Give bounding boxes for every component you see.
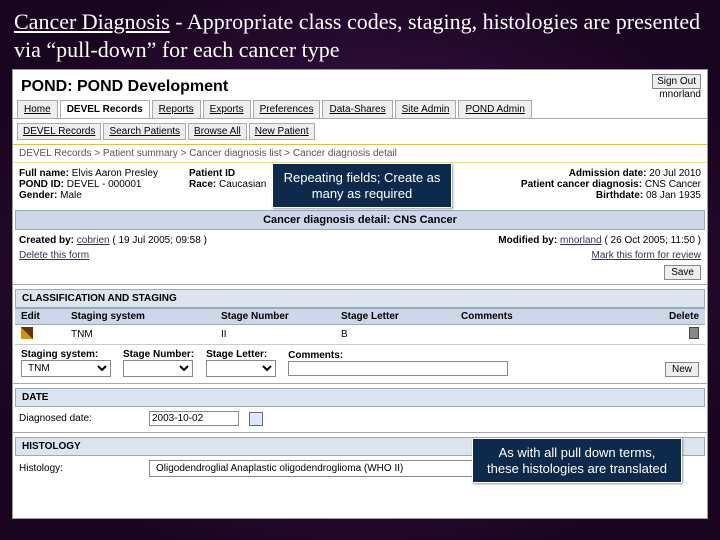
classification-panel-head: CLASSIFICATION AND STAGING [15, 289, 705, 308]
diagnosed-date-input[interactable] [149, 411, 239, 426]
signout-area: Sign Out mnorland [652, 74, 701, 100]
tab-exports[interactable]: Exports [203, 100, 251, 118]
created-user-link[interactable]: cobrien [77, 235, 110, 246]
fullname-value: Elvis Aaron Presley [72, 168, 158, 179]
form-actions: Delete this form Mark this form for revi… [13, 248, 707, 263]
created-label: Created by: [19, 235, 74, 246]
birthdate-value: 08 Jan 1935 [646, 190, 701, 201]
date-row: Diagnosed date: [13, 407, 707, 430]
callout-repeating-fields: Repeating fields; Create as many as requ… [272, 163, 452, 208]
subtab-new-patient[interactable]: New Patient [249, 123, 315, 140]
stage-letter-select[interactable] [206, 360, 276, 377]
delete-icon[interactable] [689, 327, 699, 339]
slide-title: Cancer Diagnosis - Appropriate class cod… [0, 0, 720, 69]
race-label: Race: [189, 179, 216, 190]
row-staging-system: TNM [71, 329, 221, 340]
gender-label: Gender: [19, 190, 57, 201]
mark-review-link[interactable]: Mark this form for review [592, 250, 701, 261]
col-delete: Delete [649, 311, 699, 322]
tab-home[interactable]: Home [17, 100, 58, 118]
subtab-devel-records[interactable]: DEVEL Records [17, 123, 101, 140]
subtab-search-patients[interactable]: Search Patients [103, 123, 186, 140]
pondid-value: DEVEL - 000001 [67, 179, 142, 190]
section-title: Cancer diagnosis detail: CNS Cancer [15, 210, 705, 230]
stage-letter-label: Stage Letter: [206, 349, 267, 360]
signout-button[interactable]: Sign Out [652, 74, 701, 89]
row-stage-letter: B [341, 329, 461, 340]
tab-data-shares[interactable]: Data-Shares [322, 100, 392, 118]
admission-value: 20 Jul 2010 [649, 168, 701, 179]
staging-system-label: Staging system: [21, 349, 98, 360]
main-tabs: Home DEVEL Records Reports Exports Prefe… [13, 100, 707, 119]
race-value: Caucasian [219, 179, 266, 190]
calendar-icon[interactable] [249, 412, 263, 426]
signout-user: mnorland [659, 89, 701, 100]
diagnosis-label: Patient cancer diagnosis: [521, 179, 642, 190]
gender-value: Male [60, 190, 82, 201]
diagnosed-date-label: Diagnosed date: [19, 413, 139, 424]
modified-when: ( 26 Oct 2005; 11:50 ) [604, 235, 701, 246]
staging-system-select[interactable]: TNM [21, 360, 111, 377]
pondid-label: POND ID: [19, 179, 64, 190]
classification-row: TNM II B [15, 325, 705, 345]
classification-grid-head: Edit Staging system Stage Number Stage L… [15, 308, 705, 325]
comments-label: Comments: [288, 350, 343, 361]
histology-select[interactable]: Oligodendroglial Anaplastic oligodendrog… [149, 460, 509, 477]
tab-preferences[interactable]: Preferences [253, 100, 321, 118]
tab-site-admin[interactable]: Site Admin [395, 100, 457, 118]
admission-label: Admission date: [569, 168, 647, 179]
delete-form-link[interactable]: Delete this form [19, 250, 89, 261]
sub-tabs: DEVEL Records Search Patients Browse All… [13, 119, 707, 145]
col-stage-letter: Stage Letter [341, 311, 461, 322]
classification-form: Staging system: TNM Stage Number: Stage … [15, 345, 705, 381]
row-stage-number: II [221, 329, 341, 340]
modified-label: Modified by: [498, 235, 557, 246]
patientid-label: Patient ID [189, 168, 235, 179]
new-button[interactable]: New [665, 362, 699, 377]
col-edit: Edit [21, 311, 71, 322]
tab-reports[interactable]: Reports [152, 100, 201, 118]
stage-number-label: Stage Number: [123, 349, 194, 360]
stage-number-select[interactable] [123, 360, 193, 377]
created-when: ( 19 Jul 2005; 09:58 ) [112, 235, 207, 246]
tab-devel-records[interactable]: DEVEL Records [60, 100, 150, 118]
modified-user-link[interactable]: mnorland [560, 235, 602, 246]
histology-label: Histology: [19, 463, 139, 474]
slide-title-underlined: Cancer Diagnosis [14, 9, 170, 34]
app-header: POND: POND Development [13, 70, 707, 100]
birthdate-label: Birthdate: [596, 190, 643, 201]
tab-pond-admin[interactable]: POND Admin [458, 100, 531, 118]
fullname-label: Full name: [19, 168, 69, 179]
comments-input[interactable] [288, 361, 508, 376]
col-staging-system: Staging system [71, 311, 221, 322]
date-panel-head: DATE [15, 388, 705, 407]
col-comments: Comments [461, 311, 649, 322]
breadcrumb: DEVEL Records > Patient summary > Cancer… [13, 145, 707, 162]
meta-row: Created by: cobrien ( 19 Jul 2005; 09:58… [13, 233, 707, 248]
col-stage-number: Stage Number [221, 311, 341, 322]
callout-histologies-translated: As with all pull down terms, these histo… [472, 438, 682, 483]
save-button[interactable]: Save [664, 265, 701, 280]
diagnosis-value: CNS Cancer [645, 179, 701, 190]
subtab-browse-all[interactable]: Browse All [188, 123, 247, 140]
edit-icon[interactable] [21, 327, 33, 339]
